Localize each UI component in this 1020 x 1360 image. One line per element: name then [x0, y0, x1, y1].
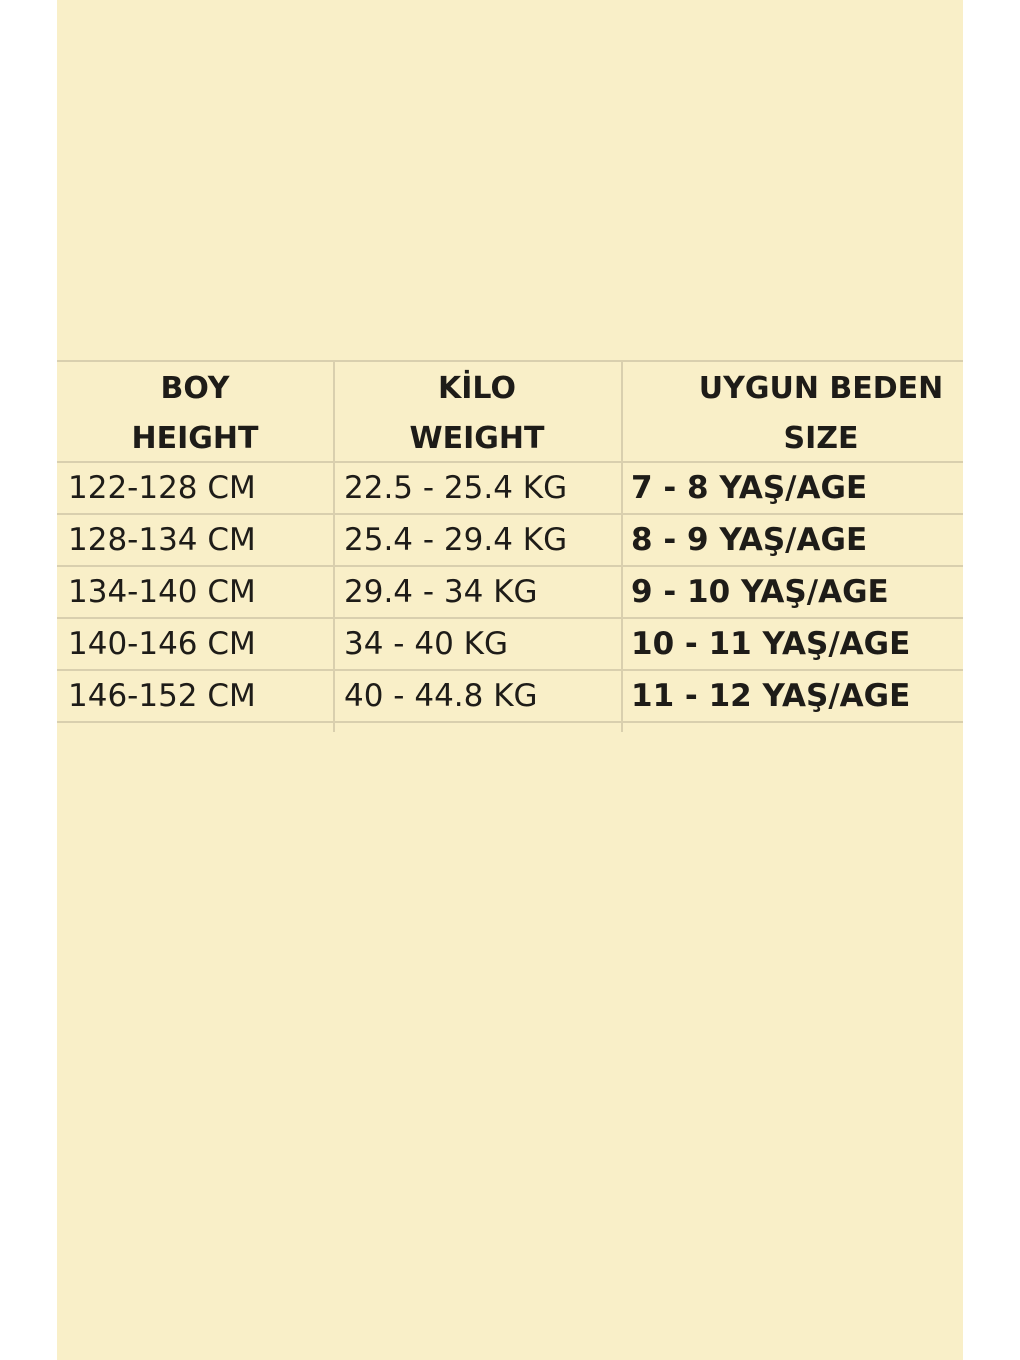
- header-text: SIZE: [783, 421, 859, 456]
- column-divider: [333, 360, 335, 732]
- row-divider: [57, 513, 963, 515]
- header-text: BOY: [160, 371, 230, 406]
- row-divider: [57, 721, 963, 723]
- table-cell: 11 - 12 YAŞ/AGE: [631, 678, 911, 714]
- table-cell: 10 - 11 YAŞ/AGE: [631, 626, 911, 662]
- row-divider: [57, 617, 963, 619]
- header-text: KİLO: [438, 371, 516, 406]
- table-cell: 29.4 - 34 KG: [344, 574, 538, 610]
- size-chart: BOY HEIGHT KİLO WEIGHT UYGUN BEDEN SIZE 122-12…: [57, 0, 963, 1360]
- column-divider: [621, 360, 623, 732]
- table-cell: 25.4 - 29.4 KG: [344, 522, 568, 558]
- table-cell: 8 - 9 YAŞ/AGE: [631, 522, 868, 558]
- table-cell: 40 - 44.8 KG: [344, 678, 538, 714]
- table-cell: 122-128 CM: [68, 470, 256, 506]
- table-cell: 9 - 10 YAŞ/AGE: [631, 574, 889, 610]
- table-cell: 128-134 CM: [68, 522, 256, 558]
- header-text: HEIGHT: [131, 421, 259, 456]
- header-text: UYGUN BEDEN: [698, 371, 944, 406]
- top-border: [57, 360, 963, 362]
- table-cell: 34 - 40 KG: [344, 626, 508, 662]
- row-divider: [57, 461, 963, 463]
- row-divider: [57, 565, 963, 567]
- table-cell: 134-140 CM: [68, 574, 256, 610]
- header-text: WEIGHT: [409, 421, 545, 456]
- table-cell: 140-146 CM: [68, 626, 256, 662]
- table-cell: 7 - 8 YAŞ/AGE: [631, 470, 868, 506]
- table-cell: 22.5 - 25.4 KG: [344, 470, 568, 506]
- table-cell: 146-152 CM: [68, 678, 256, 714]
- row-divider: [57, 669, 963, 671]
